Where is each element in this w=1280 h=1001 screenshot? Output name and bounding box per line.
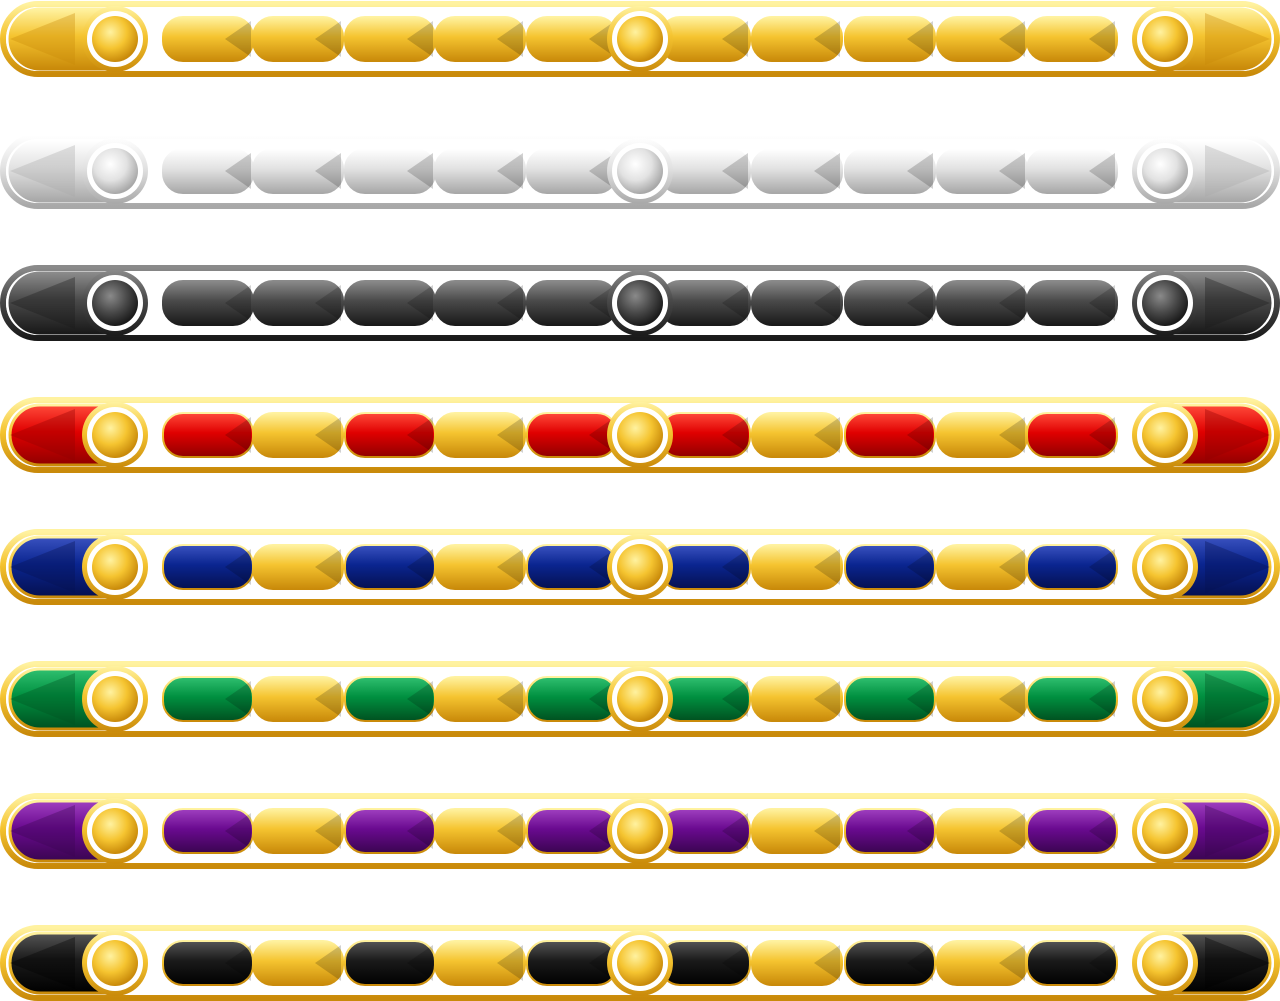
bar-segment [434,940,526,986]
bar-segment [434,148,526,194]
bead-icon [92,412,138,458]
bar-segment [751,676,843,722]
bar-frame [0,529,1280,605]
bead-icon [617,808,663,854]
bead-icon [92,16,138,62]
bar-segment [252,280,344,326]
bar-segment [751,544,843,590]
bar-dark-gray [0,265,1280,341]
bar-segment [1026,148,1118,194]
bead-icon [92,280,138,326]
bead-icon [617,544,663,590]
bead-icon [92,544,138,590]
bar-frame [0,133,1280,209]
bar-segment [844,412,936,458]
bead-icon [617,412,663,458]
bar-segment [751,280,843,326]
bar-segment [252,412,344,458]
bar-green [0,661,1280,737]
bead-icon [617,148,663,194]
bead-icon [92,148,138,194]
bar-blue [0,529,1280,605]
bar-segment [252,148,344,194]
bar-silver [0,133,1280,209]
bar-black [0,925,1280,1001]
bar-segment [1026,676,1118,722]
bar-segment [1026,544,1118,590]
bar-segment [434,544,526,590]
bar-segment [844,280,936,326]
bar-segment [844,676,936,722]
bar-segment [1026,808,1118,854]
bead-icon [1142,940,1188,986]
bar-segment [844,148,936,194]
bar-gold [0,1,1280,77]
bar-segment [1026,16,1118,62]
bar-segment [252,676,344,722]
bead-icon [1142,148,1188,194]
bead-icon [1142,544,1188,590]
bar-frame [0,793,1280,869]
bar-purple [0,793,1280,869]
bar-red [0,397,1280,473]
bar-segment [252,544,344,590]
bead-icon [617,676,663,722]
bar-segment [844,544,936,590]
bar-segment [1026,280,1118,326]
bar-segment [751,412,843,458]
bead-icon [92,808,138,854]
bead-icon [92,940,138,986]
bar-segment [751,808,843,854]
bar-segment [1026,940,1118,986]
bar-segment [751,148,843,194]
bar-segment [434,280,526,326]
bar-segment [252,16,344,62]
bar-segment [751,940,843,986]
bar-segment [252,808,344,854]
bar-frame [0,397,1280,473]
bar-frame [0,265,1280,341]
bar-segment [252,940,344,986]
bar-segment [751,16,843,62]
bead-icon [1142,412,1188,458]
bead-icon [1142,280,1188,326]
bar-segment [434,676,526,722]
bar-segment [1026,412,1118,458]
bar-segment [434,412,526,458]
bar-segment [434,16,526,62]
bar-segment [844,940,936,986]
bead-icon [617,940,663,986]
bar-segment [844,16,936,62]
bar-segment [434,808,526,854]
bar-frame [0,661,1280,737]
bar-segment [844,808,936,854]
bead-icon [1142,16,1188,62]
bead-icon [617,16,663,62]
bead-icon [1142,676,1188,722]
bead-icon [92,676,138,722]
bead-icon [1142,808,1188,854]
bar-frame [0,1,1280,77]
bead-icon [617,280,663,326]
